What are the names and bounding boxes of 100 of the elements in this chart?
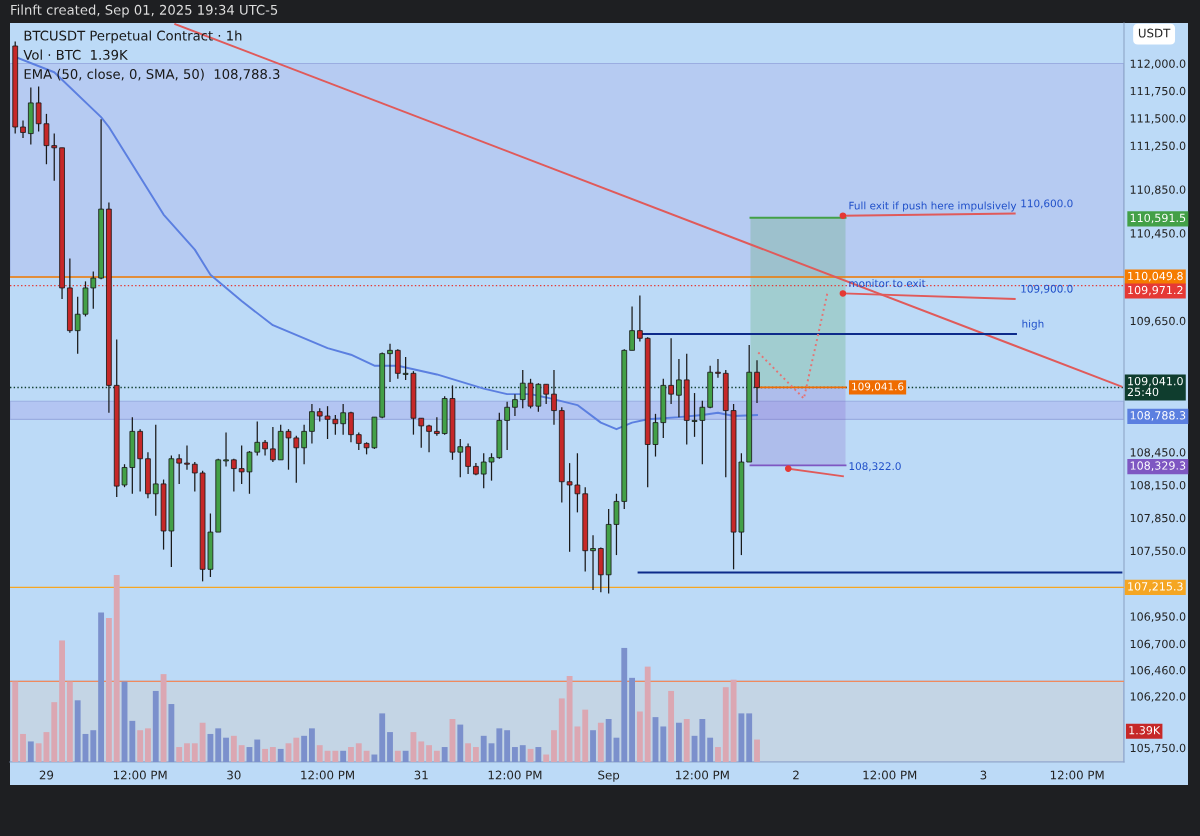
bar [621,647,628,762]
x-tick-label: 12:00 PM [488,770,542,780]
candlestick [434,416,440,437]
ref-line-label: 109,041.0 25:40 [1127,376,1183,397]
bar [668,690,675,762]
y-tick-label: 108,450.0 [1130,448,1186,458]
point [784,465,792,472]
bar [51,702,58,762]
y-axis-title: USDT [1138,28,1171,38]
bar [636,711,643,762]
bar [332,750,339,762]
bar [223,737,229,762]
bar [152,690,159,762]
candlestick [465,442,471,475]
y-tick-label: 108,329.3 [1130,461,1186,471]
x-tick-label: 29 [39,770,54,780]
bar [113,575,120,762]
bar [168,704,175,762]
annotation: 109,900.0 [1021,284,1073,294]
bar [371,754,378,762]
text: 1.39K [1129,726,1161,735]
candlestick [637,294,643,343]
bar [262,748,268,762]
bar [59,640,65,762]
bar [504,730,511,762]
bar [707,737,714,762]
bar [184,743,190,762]
candlestick [191,461,198,493]
y-tick-label: 107,850.0 [1130,513,1186,524]
candlestick [512,393,518,417]
bar [402,750,409,762]
bar [215,728,222,762]
bar [145,728,151,762]
candlestick [754,359,760,404]
bar [387,732,393,762]
ref-line-label: 107,215.3 [1128,582,1183,592]
candlestick [543,383,550,405]
annotation: Full exit if push here impulsively [849,201,1017,212]
bar [20,733,26,762]
bar [754,739,760,762]
annotation: high [1022,319,1044,330]
bar [543,754,550,762]
y-tick-label: 106,700.0 [1130,639,1186,650]
bar [644,666,651,762]
bar [309,728,315,762]
bar [199,722,206,762]
point [839,212,847,219]
bar [35,743,42,762]
bar [74,700,81,762]
bar [355,743,362,762]
y-tick-label: 111,250.0 [1130,141,1186,152]
candlestick [426,424,432,453]
x-tick-label: 30 [227,770,241,780]
y-tick-label: 111,500.0 [1130,114,1186,124]
bar [433,750,440,762]
candlestick [184,444,190,471]
y-tick-label: 112,000.0 [1130,59,1186,70]
annotation: 110,600.0 [1021,199,1073,209]
bar [90,730,97,762]
bar [277,748,284,762]
bar [746,713,753,762]
bar [379,713,386,762]
x-tick-label: 12:00 PM [1050,770,1104,780]
candlestick [20,119,26,139]
bar [66,681,73,762]
annotation: 108,322.0 [849,462,901,472]
candlestick [504,401,510,451]
bar [254,739,261,762]
data-label: 109,041.6 [852,382,904,392]
bar [316,745,323,762]
point [839,290,847,297]
y-tick-label: 109,650.0 [1130,316,1186,327]
candlestick [309,403,315,445]
candlestick [301,424,307,465]
candlestick [270,426,276,463]
bar [472,747,479,762]
y-tick-label: 106,950.0 [1130,612,1186,622]
bar [675,722,682,762]
bar [551,730,557,762]
y-tick-label: 111,750.0 [1130,86,1186,97]
bar [394,750,401,762]
candlestick [231,458,237,493]
candlestick [348,411,354,443]
y-tick-label: 106,460.0 [1130,666,1186,676]
bar [340,750,347,762]
y-tick-label: 108,150.0 [1130,480,1186,491]
annotation: EMA (50, close, 0, SMA, 50) 108,788.3 [24,68,280,81]
bar [660,726,667,762]
bar [629,677,635,762]
y-tick-label: 110,450.0 [1130,229,1186,239]
bar [465,743,472,762]
bar [238,745,245,762]
bar [457,724,464,762]
bar [582,709,589,762]
bar [496,728,503,762]
candlestick [223,431,229,468]
bar [129,720,136,762]
bar [191,743,198,762]
candlestick [668,337,674,405]
bar [269,747,276,762]
